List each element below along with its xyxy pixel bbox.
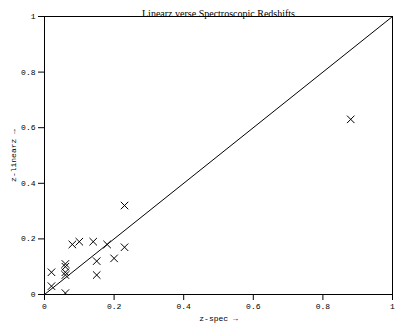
svg-text:0.8: 0.8 [316,302,331,311]
svg-text:0.2: 0.2 [107,302,122,311]
svg-text:1: 1 [31,12,36,21]
svg-text:0.6: 0.6 [246,302,261,311]
svg-text:Linearz verse Spectroscopic Re: Linearz verse Spectroscopic Redshifts [142,8,295,19]
svg-text:0.2: 0.2 [21,234,36,243]
svg-text:1: 1 [390,302,395,311]
svg-text:0.4: 0.4 [21,179,36,188]
svg-text:z-linearz →: z-linearz → [9,129,18,182]
svg-text:0.6: 0.6 [21,123,36,132]
svg-text:z-spec →: z-spec → [199,314,238,323]
svg-text:0: 0 [42,302,47,311]
svg-text:0.4: 0.4 [176,302,191,311]
svg-text:0: 0 [31,290,36,299]
svg-text:0.8: 0.8 [21,68,36,77]
